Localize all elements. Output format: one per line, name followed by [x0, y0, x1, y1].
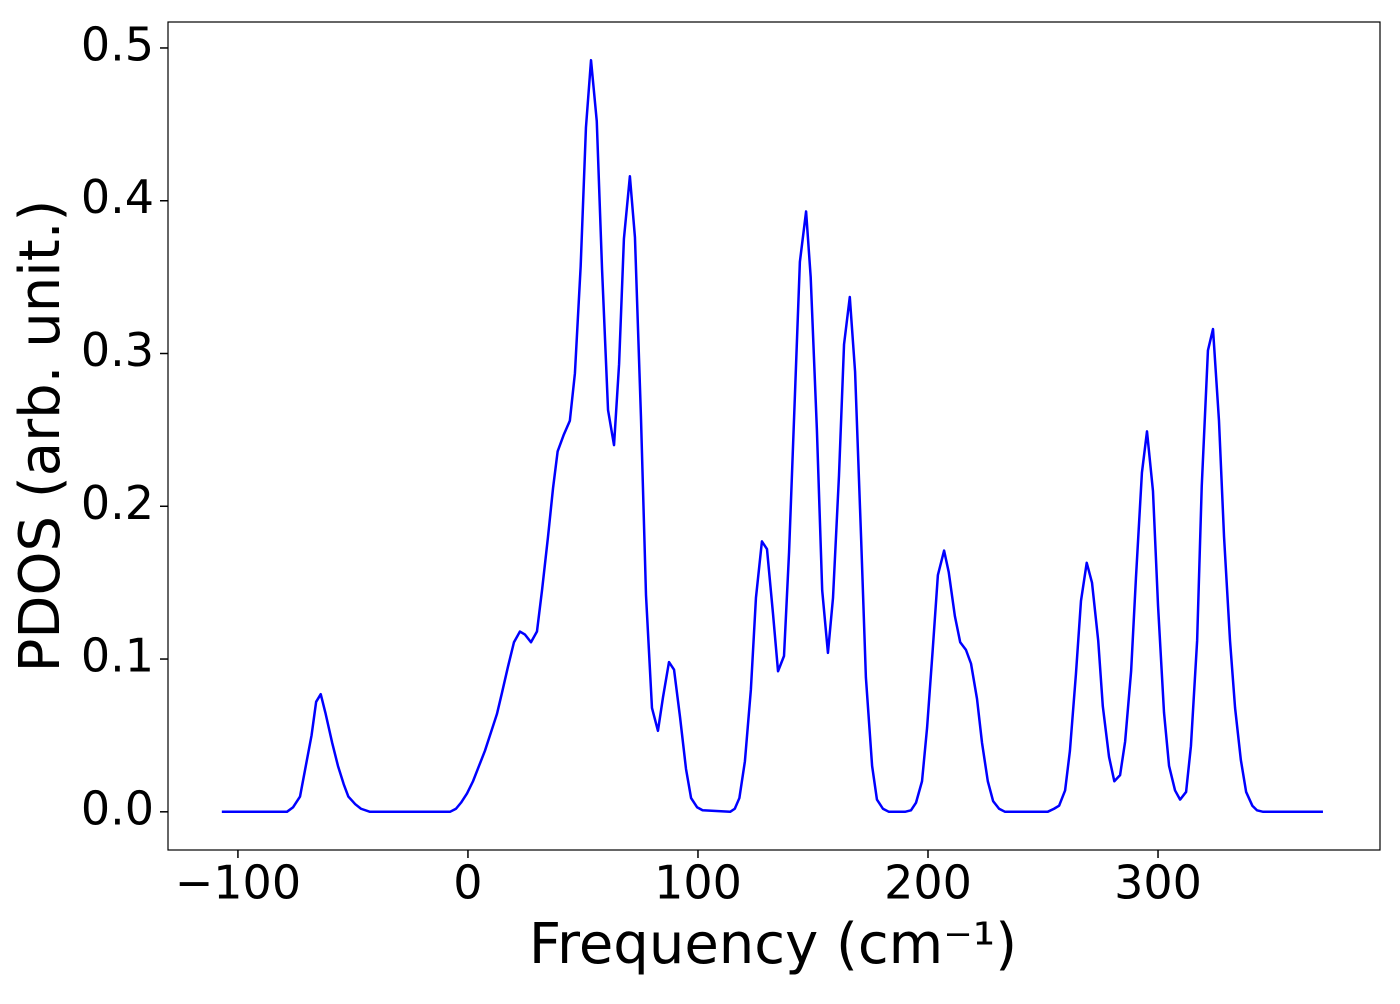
y-tick-label: 0.5 — [81, 17, 154, 71]
x-tick-label: 300 — [1114, 856, 1202, 910]
y-tick-label: 0.2 — [81, 476, 154, 530]
y-tick-label: 0.1 — [81, 629, 154, 683]
y-tick-label: 0.4 — [81, 170, 154, 224]
y-axis-label: PDOS (arb. unit.) — [8, 200, 73, 673]
y-tick-label: 0.0 — [81, 781, 154, 835]
x-axis-label: Frequency (cm⁻¹) — [529, 912, 1017, 977]
x-tick-label: 0 — [453, 856, 482, 910]
plot-frame — [167, 21, 1381, 851]
x-tick-label: 100 — [654, 856, 742, 910]
data-line — [221, 58, 1323, 814]
x-tick-label: −100 — [175, 856, 301, 910]
x-tick-label: 200 — [884, 856, 972, 910]
y-tick-label: 0.3 — [81, 323, 154, 377]
